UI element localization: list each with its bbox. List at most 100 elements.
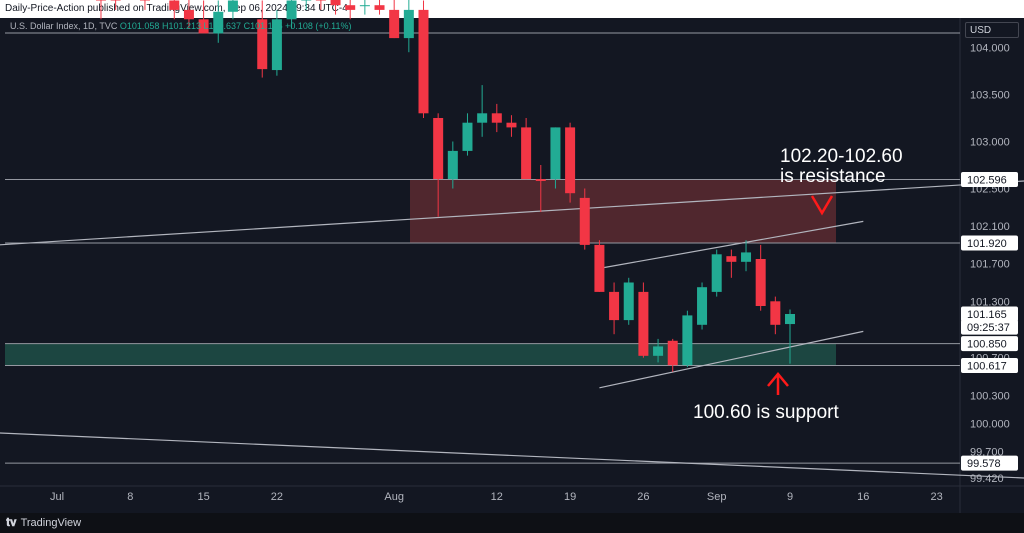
resistance-arrow-icon xyxy=(810,195,834,216)
candle-body xyxy=(726,256,737,262)
candle xyxy=(697,282,708,330)
candle xyxy=(403,0,414,53)
price-tag: 100.850 xyxy=(961,336,1018,352)
candle-body xyxy=(653,346,664,356)
price-tag: 09:25:37 xyxy=(961,319,1018,335)
candle xyxy=(301,0,312,10)
price-tick-label: 101.700 xyxy=(970,259,1010,271)
candle xyxy=(667,338,678,372)
price-tag-bg xyxy=(961,319,1018,335)
candle xyxy=(594,240,605,292)
price-tag-label: 102.596 xyxy=(967,174,1007,186)
price-tag-label: 101.165 xyxy=(967,309,1007,321)
support-zone xyxy=(5,343,836,366)
time-tick-label: 26 xyxy=(637,491,649,503)
candle-body xyxy=(257,19,268,70)
candle xyxy=(374,0,385,15)
candle-body xyxy=(301,0,312,1)
time-tick-label: Sep xyxy=(707,491,727,503)
candle xyxy=(741,240,752,272)
candle xyxy=(95,0,106,20)
candle-body xyxy=(139,0,150,1)
candle-body xyxy=(550,127,561,180)
price-tag-label: 99.578 xyxy=(967,458,1001,470)
candle-body xyxy=(565,127,576,194)
price-tag-label: 100.617 xyxy=(967,361,1007,373)
trendline-0 xyxy=(0,180,1024,246)
price-tag: 101.920 xyxy=(961,235,1018,251)
candle-body xyxy=(682,315,693,366)
candle-body xyxy=(623,282,634,321)
time-tick-label: 12 xyxy=(491,491,503,503)
candle-body xyxy=(418,9,429,114)
candle-body xyxy=(183,9,194,20)
price-tag: 101.165 xyxy=(961,306,1018,322)
candle xyxy=(271,9,282,76)
close-value: C101.165 xyxy=(243,21,283,31)
candle xyxy=(418,0,429,118)
candle xyxy=(139,0,150,10)
candle xyxy=(227,0,238,20)
candle-body xyxy=(227,0,238,12)
price-tag: 100.617 xyxy=(961,358,1018,374)
price-tag-bg xyxy=(961,336,1018,352)
time-tick-label: 9 xyxy=(787,491,793,503)
support-annotation: 100.60 is support xyxy=(693,402,839,423)
time-tick-label: 22 xyxy=(271,491,283,503)
candle-body xyxy=(110,0,121,1)
price-tag-bg xyxy=(961,306,1018,322)
price-tag-bg xyxy=(961,358,1018,374)
candle-body xyxy=(521,127,532,180)
candle-body xyxy=(491,113,502,123)
candle-body xyxy=(286,0,297,20)
candle xyxy=(447,141,458,189)
price-tick-label: 101.300 xyxy=(970,296,1010,308)
price-tag-bg xyxy=(961,171,1018,187)
high-value: H101.213 xyxy=(161,21,201,31)
price-tag-label: 09:25:37 xyxy=(967,322,1010,334)
candle-body xyxy=(213,11,224,34)
candle xyxy=(609,282,620,335)
resistance-annotation-line1: 102.20-102.60 xyxy=(780,146,903,167)
candle xyxy=(491,103,502,133)
candle-body xyxy=(697,287,708,325)
candle xyxy=(682,310,693,368)
price-tick-label: 103.000 xyxy=(970,137,1010,149)
price-tick-label: 102.100 xyxy=(970,221,1010,233)
price-tag: 102.596 xyxy=(961,171,1018,187)
candle xyxy=(286,0,297,29)
resistance-zone xyxy=(410,179,836,244)
candle-body xyxy=(785,313,795,325)
price-tag-bg xyxy=(961,455,1018,471)
candle xyxy=(169,0,180,20)
symbol-legend: U.S. Dollar Index, 1D, TVC O101.058 H101… xyxy=(10,21,352,31)
candle-body xyxy=(374,5,385,10)
candle xyxy=(183,0,194,29)
candle xyxy=(198,0,209,34)
candle xyxy=(550,127,561,189)
candle xyxy=(638,282,649,358)
price-tag: 99.578 xyxy=(961,455,1018,471)
candle xyxy=(257,0,268,78)
candle xyxy=(579,188,590,250)
candle-body xyxy=(711,254,722,292)
price-tag-bg xyxy=(961,235,1018,251)
candle xyxy=(770,296,781,335)
time-tick-label: 8 xyxy=(127,491,133,503)
candle xyxy=(330,0,341,15)
candle-body xyxy=(609,291,620,321)
candle xyxy=(521,118,532,180)
candle-body xyxy=(433,118,444,180)
candle xyxy=(433,113,444,217)
candle-body xyxy=(667,340,678,366)
candle xyxy=(711,249,722,297)
candle-body xyxy=(535,179,546,181)
candle xyxy=(755,244,766,311)
candle xyxy=(535,165,546,212)
candle xyxy=(785,309,795,364)
currency-button[interactable]: USD xyxy=(965,22,1019,38)
candle-body xyxy=(198,19,209,34)
candle xyxy=(110,0,121,10)
price-tick-label: 99.420 xyxy=(970,473,1004,485)
